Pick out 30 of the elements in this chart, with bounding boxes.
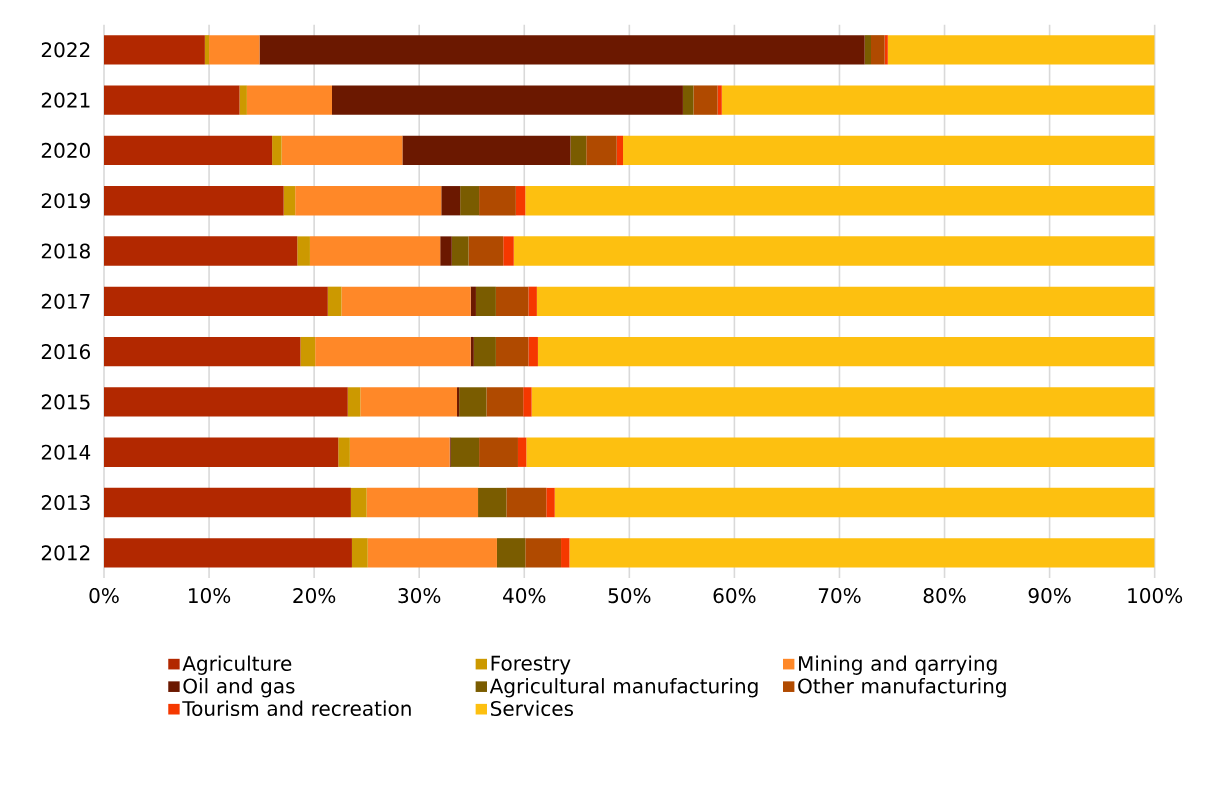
legend-label: Mining and qarrying (799, 655, 997, 675)
legend-label: Agriculture (182, 655, 292, 675)
legend-label: Agricultural manufacturing (489, 678, 758, 698)
x-tick-label: 70% (818, 588, 861, 604)
y-tick-label: 2021 (41, 92, 90, 108)
y-tick-label: 2017 (41, 293, 90, 309)
y-tick-label: 2012 (41, 545, 90, 561)
y-tick-label: 2018 (41, 243, 90, 259)
x-tick-label: 60% (713, 588, 756, 604)
legend-label: Oil and gas (183, 678, 295, 698)
legend-label: Forestry (491, 655, 571, 675)
y-tick-label: 2016 (41, 344, 91, 360)
x-tick-label: 0% (89, 588, 119, 604)
x-tick-label: 10% (189, 588, 231, 604)
x-tick-label: 90% (1028, 588, 1071, 604)
y-tick-label: 2019 (41, 193, 90, 209)
x-tick-label: 50% (608, 588, 651, 604)
x-tick-label: 20% (293, 588, 336, 604)
x-tick-label: 40% (503, 588, 546, 604)
legend-label: Services (491, 700, 574, 717)
y-tick-label: 2013 (41, 494, 90, 511)
legend-label: Tourism and recreation (182, 700, 411, 717)
y-tick-label: 2015 (41, 394, 90, 410)
y-tick-label: 2020 (41, 142, 90, 158)
x-tick-label: 80% (923, 588, 966, 604)
x-tick-label: 30% (398, 588, 441, 604)
y-tick-label: 2022 (41, 42, 90, 58)
legend-label: Other manufacturing (798, 678, 1006, 698)
x-tick-label: 100% (1128, 588, 1183, 604)
y-tick-label: 2014 (41, 444, 91, 460)
